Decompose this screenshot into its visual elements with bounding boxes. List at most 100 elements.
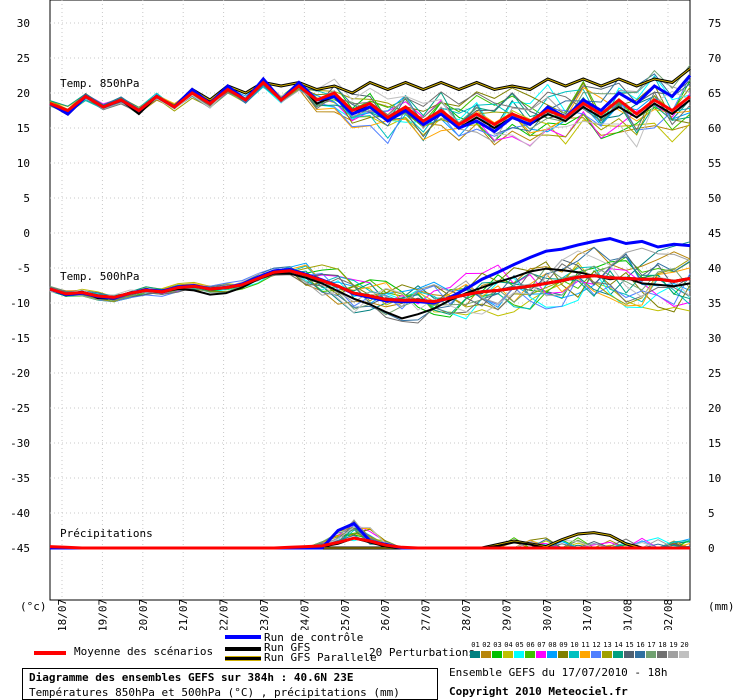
y-left-tick: 25	[17, 52, 30, 65]
perturbation-swatches: 01 02 03 04 05 06 07 08 09 10 11 12 13 14 15 16 17 18 19 20	[470, 641, 690, 659]
swatch-color	[602, 651, 612, 658]
swatch-color	[668, 651, 678, 658]
swatch-number: 19	[669, 641, 678, 649]
y-left-tick: 0	[23, 227, 30, 240]
y-right-tick: 0	[708, 542, 715, 555]
y-right-tick: 30	[708, 332, 721, 345]
swatch-color	[569, 651, 579, 658]
swatch-number: 17	[647, 641, 656, 649]
y-left-tick: -20	[10, 367, 30, 380]
swatch-number: 15	[625, 641, 634, 649]
legend-mean-line	[34, 651, 66, 655]
panel-label: Temp. 850hPa	[60, 77, 139, 90]
footer: Moyenne des scénarios Run de contrôle Ru…	[0, 630, 740, 700]
legend-control-line	[225, 635, 261, 639]
legend-control-label: Run de contrôle	[264, 631, 364, 644]
swatch-color	[580, 651, 590, 658]
swatch-number: 20	[680, 641, 689, 649]
y-left-tick: -10	[10, 297, 30, 310]
swatch-number: 10	[570, 641, 579, 649]
swatch-number: 05	[515, 641, 524, 649]
perturbation-line	[49, 269, 691, 316]
y-left-tick: -25	[10, 402, 30, 415]
series-mean-line	[49, 269, 691, 304]
swatch-number: 07	[537, 641, 546, 649]
swatch-color	[613, 651, 623, 658]
chart-title: Diagramme des ensembles GEFS sur 384h : …	[29, 671, 354, 684]
swatch-number: 18	[658, 641, 667, 649]
swatch-color	[503, 651, 513, 658]
swatch-color	[536, 651, 546, 658]
swatch-color	[525, 651, 535, 658]
y-left-tick: -45	[10, 542, 30, 555]
x-tick-label: 23/07	[258, 599, 271, 630]
perturbation-line	[49, 261, 691, 317]
x-tick-label: 24/07	[298, 599, 311, 630]
legend-parallel-line	[225, 656, 261, 661]
y-left-tick: 10	[17, 157, 30, 170]
swatch-color	[635, 651, 645, 658]
y-left-tick: -35	[10, 472, 30, 485]
swatch-color	[481, 651, 491, 658]
x-tick-label: 21/07	[177, 599, 190, 630]
swatch-number: 11	[581, 641, 590, 649]
y-left-tick: -5	[17, 262, 30, 275]
y-right-tick: 25	[708, 367, 721, 380]
x-tick-label: 02/08	[662, 599, 675, 630]
legend-parallel-label: Run GFS Parallele	[264, 651, 377, 664]
x-tick-label: 20/07	[137, 599, 150, 630]
x-tick-label: 27/07	[420, 599, 433, 630]
y-right-unit: (mm)	[708, 600, 735, 613]
panel-label: Temp. 500hPa	[60, 270, 139, 283]
swatch-color	[624, 651, 634, 658]
y-left-tick: 30	[17, 17, 30, 30]
swatch-number: 13	[603, 641, 612, 649]
swatch-number: 16	[636, 641, 645, 649]
x-tick-label: 22/07	[218, 599, 231, 630]
swatch-color	[470, 651, 480, 658]
perturbation-line	[49, 75, 691, 140]
swatch-number: 06	[526, 641, 535, 649]
y-left-tick: -30	[10, 437, 30, 450]
x-tick-label: 30/07	[541, 599, 554, 630]
panel-label: Précipitations	[60, 527, 153, 540]
swatch-color	[679, 651, 689, 658]
y-right-tick: 50	[708, 192, 721, 205]
swatch-number: 01	[471, 641, 480, 649]
legend-perturbations-label: 20 Perturbations	[369, 646, 475, 659]
y-right-tick: 35	[708, 297, 721, 310]
swatch-color	[514, 651, 524, 658]
swatch-number: 09	[559, 641, 568, 649]
x-tick-label: 18/07	[56, 599, 69, 630]
series-mean-line	[49, 80, 691, 127]
y-right-tick: 60	[708, 122, 721, 135]
swatch-number: 03	[493, 641, 502, 649]
swatch-color	[492, 651, 502, 658]
legend-gfs-label: Run GFS	[264, 641, 311, 654]
swatch-color	[646, 651, 656, 658]
x-tick-label: 26/07	[379, 599, 392, 630]
x-tick-label: 28/07	[460, 599, 473, 630]
y-left-tick: 15	[17, 122, 30, 135]
y-left-tick: 20	[17, 87, 30, 100]
y-left-tick: 5	[23, 192, 30, 205]
y-right-tick: 75	[708, 17, 721, 30]
y-right-tick: 5	[708, 507, 715, 520]
swatch-number: 12	[592, 641, 601, 649]
y-left-tick: -40	[10, 507, 30, 520]
y-right-tick: 45	[708, 227, 721, 240]
perturbation-line	[49, 78, 691, 148]
swatch-number: 14	[614, 641, 623, 649]
x-tick-label: 01/08	[622, 599, 635, 630]
x-tick-label: 29/07	[500, 599, 513, 630]
swatch-number: 08	[548, 641, 557, 649]
swatch-color	[558, 651, 568, 658]
x-tick-label: 19/07	[96, 599, 109, 630]
y-right-tick: 70	[708, 52, 721, 65]
y-right-tick: 15	[708, 437, 721, 450]
title-box: Diagramme des ensembles GEFS sur 384h : …	[22, 668, 438, 700]
swatch-color	[547, 651, 557, 658]
x-tick-label: 31/07	[581, 599, 594, 630]
x-tick-label: 25/07	[339, 599, 352, 630]
